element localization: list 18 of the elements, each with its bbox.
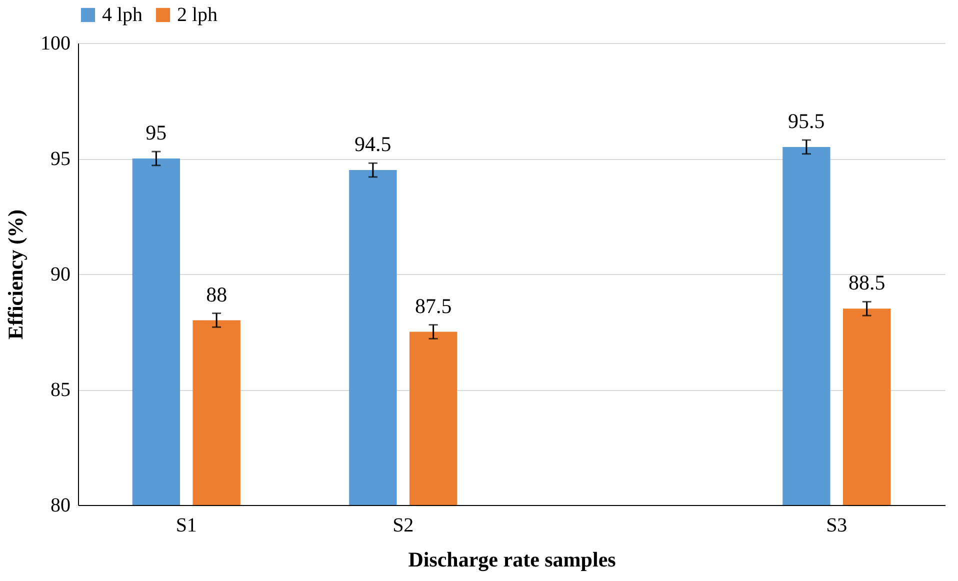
x-tick-label: S3 <box>826 514 848 536</box>
y-tick-label: 95 <box>50 148 70 170</box>
x-tick-label: S1 <box>176 514 197 536</box>
data-label: 88 <box>206 282 228 306</box>
y-axis-title: Efficiency (%) <box>4 209 28 340</box>
legend-label: 4 lph <box>102 4 143 26</box>
data-label: 95.5 <box>788 109 825 134</box>
y-tick-label: 80 <box>50 494 70 516</box>
y-tick-label: 85 <box>50 379 70 401</box>
data-label: 88.5 <box>848 270 886 295</box>
x-axis-title: Discharge rate samples <box>408 548 616 572</box>
legend-label: 2 lph <box>177 4 218 26</box>
data-label: 94.5 <box>354 132 392 156</box>
y-tick-label: 100 <box>40 32 70 54</box>
y-tick-label: 90 <box>50 264 70 286</box>
data-label: 95 <box>146 120 167 145</box>
data-label: 87.5 <box>414 294 452 318</box>
x-tick-label: S2 <box>392 514 414 536</box>
